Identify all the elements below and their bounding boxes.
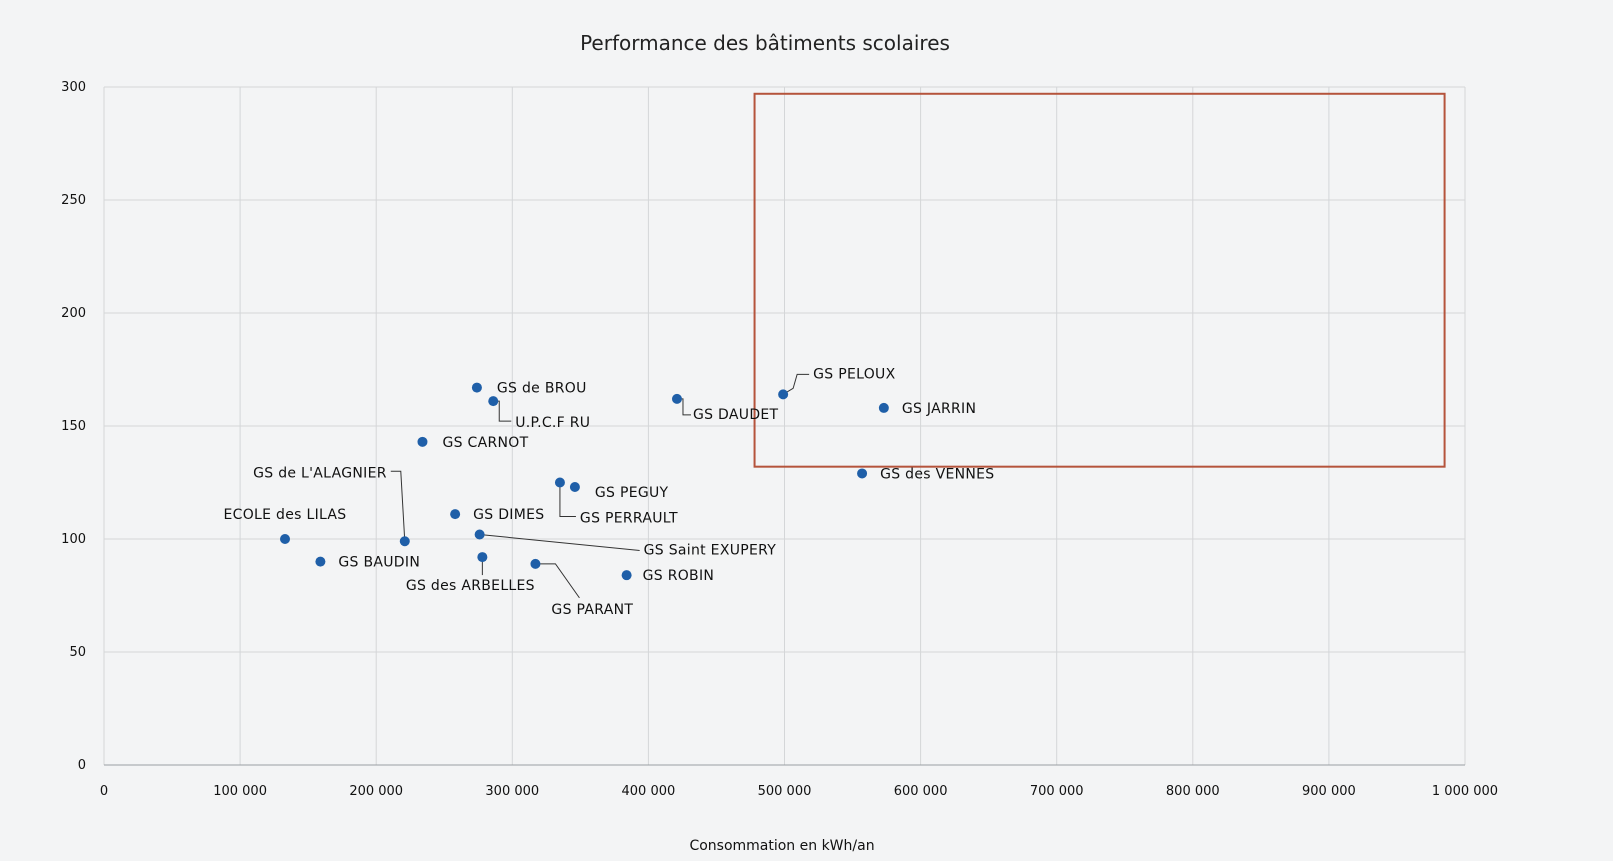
- leader-lines: [390, 373, 810, 599]
- data-point: [471, 382, 482, 393]
- data-point: [477, 552, 488, 563]
- data-point: [778, 389, 789, 400]
- x-axis-ticks: 0 100 000 200 000 300 000 400 000 500 000 600 …: [100, 784, 1498, 799]
- x-tick-label: 100 000: [213, 784, 267, 799]
- y-tick-label: 100: [61, 532, 86, 547]
- leader-line: [782, 373, 810, 395]
- x-tick-label: 900 000: [1302, 784, 1356, 799]
- point-label: GS PERRAULT: [580, 511, 678, 527]
- x-tick-label: 200 000: [349, 784, 403, 799]
- chart-title: Performance des bâtiments scolaires: [580, 31, 950, 55]
- data-points: [280, 382, 889, 581]
- point-label: GS des ARBELLES: [406, 578, 535, 594]
- leader-line: [559, 482, 576, 517]
- point-label: GS de BROU: [497, 381, 587, 397]
- point-label: GS PELOUX: [813, 366, 895, 382]
- point-label: GS PARANT: [551, 602, 633, 618]
- data-point: [621, 570, 632, 581]
- y-axis-ticks: 0 50 100 150 200 250 300: [61, 80, 86, 773]
- x-tick-label: 700 000: [1030, 784, 1084, 799]
- point-label: GS CARNOT: [442, 435, 528, 451]
- y-tick-label: 50: [69, 645, 86, 660]
- highlight-box: [753, 92, 1446, 468]
- point-label: GS BAUDIN: [338, 555, 420, 571]
- point-label: GS de L'ALAGNIER: [253, 465, 387, 481]
- data-point: [554, 477, 565, 488]
- x-tick-label: 0: [100, 784, 108, 799]
- x-tick-label: 1 000 000: [1432, 784, 1498, 799]
- point-label: GS Saint EXUPERY: [644, 542, 777, 558]
- data-point: [474, 529, 485, 540]
- x-tick-label: 400 000: [622, 784, 676, 799]
- x-tick-label: 800 000: [1166, 784, 1220, 799]
- x-tick-label: 500 000: [758, 784, 812, 799]
- point-label: GS PEGUY: [595, 485, 669, 501]
- point-label: GS JARRIN: [902, 401, 976, 417]
- x-tick-label: 300 000: [485, 784, 539, 799]
- y-tick-label: 250: [61, 193, 86, 208]
- data-point: [315, 556, 326, 567]
- y-tick-label: 0: [78, 758, 86, 773]
- point-label: GS des VENNES: [880, 466, 994, 482]
- data-point: [878, 402, 889, 413]
- leader-line: [390, 470, 406, 542]
- data-point: [488, 396, 499, 407]
- point-label: GS ROBIN: [643, 568, 715, 584]
- gridlines: [103, 86, 1466, 766]
- data-point: [417, 436, 428, 447]
- point-label: GS DIMES: [473, 507, 544, 523]
- y-tick-label: 300: [61, 80, 86, 95]
- leader-line: [535, 563, 580, 599]
- leader-line: [479, 533, 640, 551]
- data-point: [530, 558, 541, 569]
- point-labels: GS de BROU U.P.C.F RU GS CARNOT GS DAUDET GS…: [224, 366, 995, 618]
- point-label: U.P.C.F RU: [515, 415, 590, 431]
- highlight-box-layer: [753, 92, 1446, 468]
- data-point: [671, 393, 682, 404]
- data-point: [857, 468, 868, 479]
- data-point: [450, 509, 461, 520]
- point-label: ECOLE des LILAS: [224, 507, 347, 523]
- data-point: [569, 482, 580, 493]
- data-point: [280, 534, 291, 544]
- data-point: [399, 536, 410, 547]
- y-tick-label: 150: [61, 419, 86, 434]
- x-tick-label: 600 000: [894, 784, 948, 799]
- x-axis-title: Consommation en kWh/an: [689, 838, 874, 854]
- point-label: GS DAUDET: [693, 407, 779, 423]
- y-tick-label: 200: [61, 306, 86, 321]
